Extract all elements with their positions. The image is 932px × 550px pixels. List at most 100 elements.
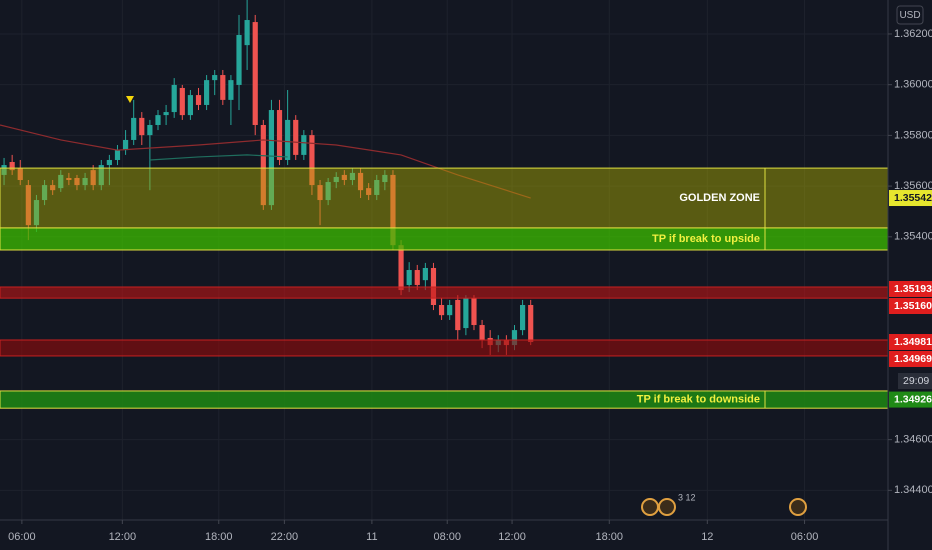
candle-body	[147, 124, 153, 136]
price-label-box	[889, 350, 932, 367]
candle-body	[528, 305, 534, 343]
x-tick-label: 22:00	[271, 531, 299, 543]
zone	[0, 286, 889, 299]
zone-label: TP if break to downside	[637, 393, 760, 405]
countdown: 29:09	[903, 375, 929, 387]
price-label: 1.35160	[894, 300, 932, 312]
price-label: 1.35193	[894, 283, 932, 295]
candle-body	[268, 110, 275, 206]
candle-body	[171, 84, 177, 113]
x-tick-label: 11	[366, 531, 377, 543]
candle-body	[382, 174, 388, 183]
candle-body	[212, 75, 218, 81]
candle-body	[155, 115, 161, 125]
candle-body	[131, 117, 137, 140]
candle-body	[430, 267, 437, 306]
candle-body	[293, 119, 299, 155]
candle-body	[438, 305, 445, 316]
candle-body	[252, 22, 258, 125]
candle-body	[366, 188, 372, 195]
x-tick-label: 06:00	[8, 531, 36, 543]
plot	[0, 0, 534, 355]
candle-body	[90, 170, 96, 186]
candle-body	[447, 305, 453, 316]
currency: USD	[899, 10, 920, 21]
candle-body	[357, 172, 364, 191]
candle-body	[519, 305, 526, 331]
x-tick-label: 18:00	[205, 531, 233, 543]
candle-body	[390, 174, 396, 246]
candle-body	[406, 270, 412, 285]
candle-body	[236, 34, 242, 85]
y-tick-label: 1.36000	[894, 79, 932, 91]
candle-body	[195, 95, 202, 105]
y-tick-label: 1.36200	[894, 28, 932, 40]
event-icons	[641, 498, 807, 516]
price-label-box	[889, 391, 932, 408]
event-icon[interactable]	[789, 498, 807, 516]
candle-body	[244, 20, 250, 46]
candle-body	[463, 298, 469, 329]
x-tick-label: 18:00	[596, 531, 624, 543]
x-tick-label: 12:00	[109, 531, 137, 543]
candle-body	[422, 267, 428, 281]
price-label: 1.35542	[894, 192, 932, 204]
event-count: 3 12	[678, 492, 696, 502]
candle-body	[25, 185, 31, 226]
candle-body	[349, 172, 356, 181]
candle-body	[204, 80, 210, 105]
y-tick-label: 1.34400	[894, 484, 932, 496]
moving-average	[149, 154, 288, 161]
signal-marker	[126, 96, 134, 103]
candle-body	[1, 165, 7, 175]
candle-body	[455, 299, 461, 331]
event-icon[interactable]	[641, 498, 659, 516]
candle-body	[163, 112, 169, 116]
currency-box[interactable]	[896, 5, 924, 25]
candle-body	[17, 168, 23, 181]
candle-body	[66, 177, 72, 181]
candle-body	[285, 119, 291, 160]
candle-body	[333, 176, 339, 183]
candle-body	[398, 245, 404, 291]
candle-body	[309, 135, 315, 186]
y-tick-label: 1.35600	[894, 180, 932, 192]
price-label: 1.34969	[894, 353, 932, 365]
price-label-box	[889, 298, 932, 315]
candle-body	[106, 159, 112, 166]
y-tick-label: 1.35800	[894, 129, 932, 141]
price-label: 1.34926	[894, 393, 932, 405]
candle-body	[228, 80, 234, 100]
candle-body	[98, 165, 104, 186]
candle-body	[341, 174, 347, 181]
candle-body	[479, 325, 485, 340]
x-tick-label: 12:00	[498, 531, 526, 543]
candle-body	[187, 95, 193, 116]
x-tick-label: 12	[701, 531, 713, 543]
candle-body	[374, 180, 380, 195]
candle-body	[511, 330, 518, 346]
zone	[0, 167, 889, 229]
zone-label: GOLDEN ZONE	[679, 192, 760, 204]
candle-body	[220, 75, 226, 100]
x-tick-label: 08:00	[433, 531, 461, 543]
event-icon[interactable]	[658, 498, 676, 516]
candle-body	[179, 87, 185, 116]
candle-body	[301, 135, 307, 155]
y-tick-label: 1.34600	[894, 434, 932, 446]
candle-body	[33, 200, 40, 226]
zone-label: TP if break to upside	[652, 233, 760, 245]
candle-body	[325, 182, 331, 201]
candle-body	[41, 185, 48, 201]
candle-body	[276, 110, 283, 160]
price-label: 1.34981	[894, 336, 932, 348]
candle-body	[9, 162, 15, 171]
candle-body	[317, 185, 323, 201]
grid	[0, 0, 888, 520]
countdown-box	[898, 372, 932, 389]
price-label-box	[889, 190, 932, 207]
y-tick-label: 1.35400	[894, 231, 932, 243]
candle-body	[139, 117, 145, 136]
